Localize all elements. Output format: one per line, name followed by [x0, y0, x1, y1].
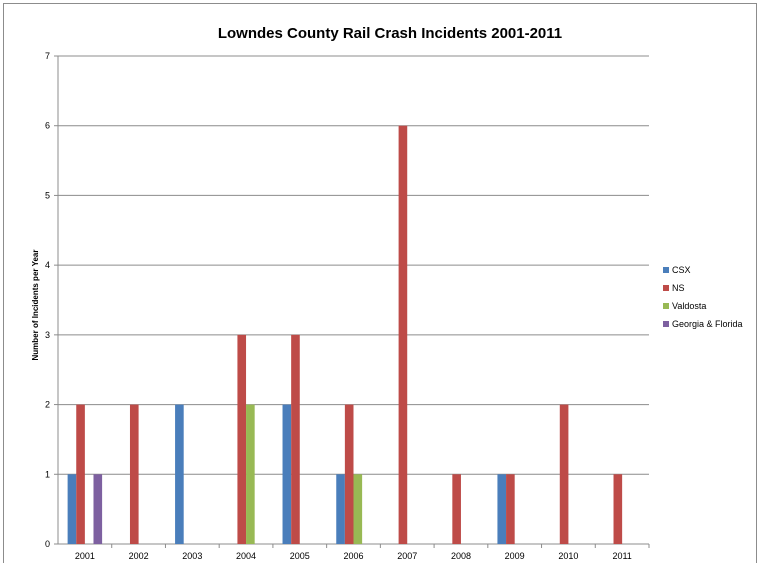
legend-swatch [663, 285, 669, 291]
y-tick-label: 0 [45, 539, 50, 549]
legend-label: NS [672, 283, 685, 293]
bar-ns-2009 [506, 474, 515, 544]
legend: CSX NS Valdosta Georgia & Florida [663, 265, 743, 329]
x-tick-label: 2011 [612, 551, 631, 561]
bar-csx-2005 [282, 404, 292, 544]
legend-swatch [663, 267, 669, 273]
y-tick-labels: 0 1 2 3 4 5 6 7 [45, 51, 50, 549]
bar-ns-2006 [344, 404, 354, 544]
bar-ns-2010 [559, 404, 569, 544]
bar-chart: Lowndes County Rail Crash Incidents 2001… [31, 25, 743, 561]
x-tick-label: 2009 [505, 551, 525, 561]
legend-swatch [663, 303, 669, 309]
x-tick-label: 2005 [290, 551, 310, 561]
x-tick-label: 2010 [558, 551, 578, 561]
bar-csx-2001 [67, 474, 77, 544]
bar-valdosta-2004 [246, 404, 255, 544]
legend-swatch [663, 321, 669, 327]
bar-ns-2011 [613, 474, 623, 544]
y-tick-label: 2 [45, 400, 50, 410]
bar-ns-2004 [237, 334, 247, 544]
gridlines [58, 55, 649, 475]
bars [67, 125, 623, 544]
legend-label: Valdosta [672, 301, 706, 311]
x-tick-labels: 2001 2002 2003 2004 2005 2006 2007 2008 2009 2010… [75, 551, 632, 561]
y-tick-label: 1 [45, 469, 50, 479]
x-tick-label: 2004 [236, 551, 256, 561]
bar-valdosta-2006 [353, 474, 363, 544]
x-tick-label: 2001 [75, 551, 95, 561]
y-tick-label: 3 [45, 330, 50, 340]
bar-ns-2002 [129, 404, 139, 544]
y-tick-label: 4 [45, 260, 50, 270]
x-tick-label: 2003 [182, 551, 202, 561]
bar-ns-2008 [452, 474, 461, 544]
bar-ns-2001 [76, 404, 85, 544]
y-axis-label: Number of Incidents per Year [31, 250, 40, 361]
x-tick-label: 2007 [397, 551, 417, 561]
x-tick-label: 2008 [451, 551, 471, 561]
bar-georgia-florida-2001 [93, 474, 103, 544]
bar-ns-2005 [291, 334, 300, 544]
x-tick-label: 2006 [343, 551, 363, 561]
y-tick-label: 6 [45, 121, 50, 131]
bar-csx-2009 [497, 474, 507, 544]
bar-ns-2007 [398, 125, 408, 544]
x-tick-label: 2002 [129, 551, 149, 561]
legend-label: CSX [672, 265, 691, 275]
bar-csx-2003 [175, 404, 184, 544]
y-tick-label: 5 [45, 190, 50, 200]
y-tick-label: 7 [45, 51, 50, 61]
chart-frame: Lowndes County Rail Crash Incidents 2001… [3, 3, 757, 563]
chart-title: Lowndes County Rail Crash Incidents 2001… [218, 25, 562, 42]
bar-csx-2006 [336, 474, 345, 544]
legend-label: Georgia & Florida [672, 319, 743, 329]
